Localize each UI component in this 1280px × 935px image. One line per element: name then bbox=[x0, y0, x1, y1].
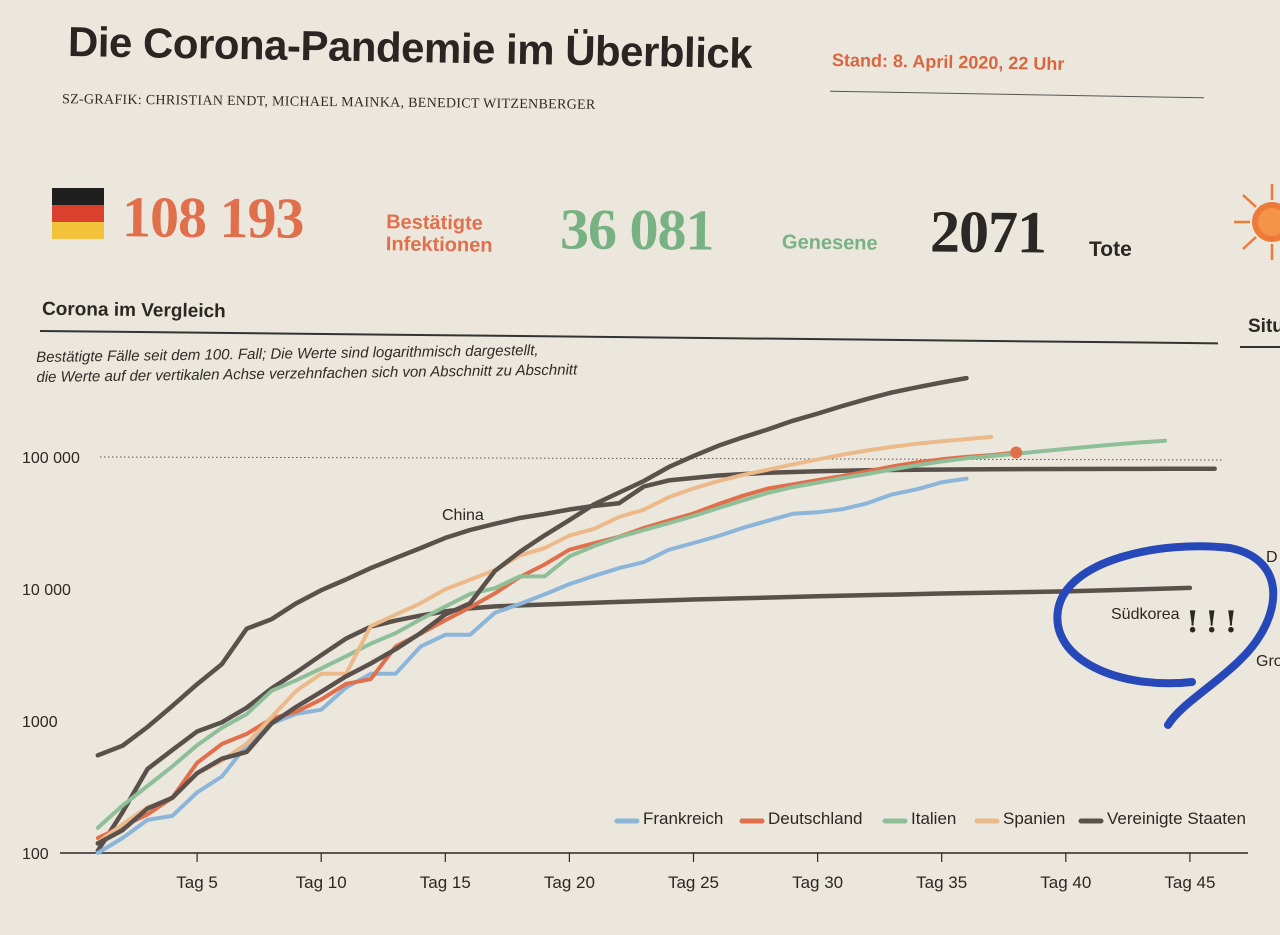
x-tick-label: Tag 5 bbox=[176, 873, 218, 892]
series-line-s-dkorea bbox=[95, 585, 1193, 854]
series-line-frankreich bbox=[95, 476, 969, 855]
x-tick-label: Tag 15 bbox=[420, 873, 471, 892]
y-tick-label: 100 bbox=[22, 846, 49, 863]
section-title-right: Situ bbox=[1248, 316, 1280, 337]
annotation-china: China bbox=[442, 507, 484, 524]
german-flag-icon bbox=[52, 188, 104, 240]
x-tick-label: Tag 10 bbox=[296, 873, 347, 892]
handwritten-exclamation: !!! bbox=[1186, 605, 1244, 640]
annotation-cropped-d: D bbox=[1266, 549, 1278, 566]
series-line-spanien bbox=[95, 434, 994, 845]
x-tick-label: Tag 45 bbox=[1164, 873, 1215, 892]
x-tick-label: Tag 35 bbox=[916, 873, 967, 892]
y-tick-label: 1000 bbox=[22, 714, 58, 731]
x-tick-label: Tag 40 bbox=[1040, 873, 1091, 892]
y-tick-label: 100 000 bbox=[22, 450, 80, 467]
series-line-vereinigte-staaten bbox=[95, 375, 969, 846]
series-line-china bbox=[95, 466, 1217, 758]
series-line-italien bbox=[95, 438, 1168, 830]
y-tick-label: 10 000 bbox=[22, 582, 71, 599]
deutschland-end-marker bbox=[1010, 446, 1023, 459]
section-divider-right bbox=[1240, 346, 1280, 348]
deaths-label: Tote bbox=[1089, 238, 1132, 261]
virus-icon bbox=[1234, 184, 1280, 260]
handwritten-circle bbox=[1053, 542, 1278, 729]
x-tick-label: Tag 25 bbox=[668, 873, 719, 892]
series-line-deutschland bbox=[95, 450, 1019, 840]
annotation-cropped-gro: Gro bbox=[1256, 653, 1280, 670]
annotation-suedkorea: Südkorea bbox=[1111, 606, 1180, 623]
legend-label-spanien: Spanien bbox=[1003, 809, 1065, 828]
gridline-100000 bbox=[99, 456, 1223, 461]
legend-label-frankreich: Frankreich bbox=[643, 809, 723, 828]
x-tick-label: Tag 30 bbox=[792, 873, 843, 892]
legend-label-vereinigte-staaten: Vereinigte Staaten bbox=[1107, 809, 1246, 828]
x-tick-label: Tag 20 bbox=[544, 873, 595, 892]
legend-label-italien: Italien bbox=[911, 809, 956, 828]
legend-label-deutschland: Deutschland bbox=[768, 809, 863, 828]
